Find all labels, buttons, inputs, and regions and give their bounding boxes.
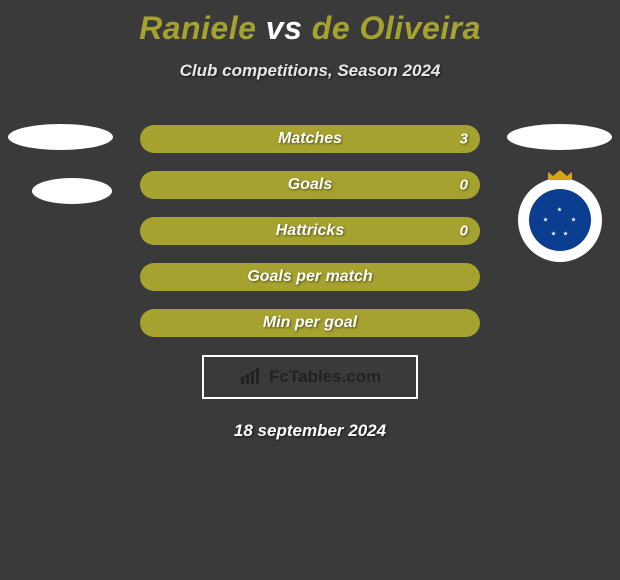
star-icon (563, 231, 568, 236)
star-icon (543, 217, 548, 222)
crown-icon (546, 167, 574, 179)
club-inner-circle (529, 189, 591, 251)
comparison-title: Raniele vs de Oliveira (0, 0, 620, 47)
stat-row: Matches 3 (140, 125, 480, 153)
left-placeholder-2 (32, 178, 112, 204)
subtitle: Club competitions, Season 2024 (0, 61, 620, 81)
stat-row: Goals 0 (140, 171, 480, 199)
stat-row: Hattricks 0 (140, 217, 480, 245)
watermark: FcTables.com (202, 355, 418, 399)
star-icon (557, 207, 562, 212)
star-icon (551, 231, 556, 236)
player1-name: Raniele (139, 10, 256, 46)
stat-right-value: 0 (460, 177, 468, 194)
right-placeholder-1 (507, 124, 612, 150)
vs-text: vs (266, 10, 303, 46)
watermark-text: FcTables.com (269, 367, 381, 387)
player2-name: de Oliveira (312, 10, 481, 46)
star-icon (571, 217, 576, 222)
date: 18 september 2024 (0, 421, 620, 441)
club-badge (518, 178, 602, 262)
stat-right-value: 0 (460, 223, 468, 240)
bars-icon (239, 368, 261, 386)
stat-label: Hattricks (276, 222, 344, 240)
left-placeholder-1 (8, 124, 113, 150)
stat-label: Matches (278, 130, 342, 148)
stat-label: Goals (288, 176, 332, 194)
stats-list: Matches 3 Goals 0 Hattricks 0 Goals per match M… (140, 125, 480, 337)
stat-label: Min per goal (263, 314, 357, 332)
stat-right-value: 3 (460, 131, 468, 148)
stat-row: Min per goal (140, 309, 480, 337)
stat-row: Goals per match (140, 263, 480, 291)
stat-label: Goals per match (247, 268, 372, 286)
